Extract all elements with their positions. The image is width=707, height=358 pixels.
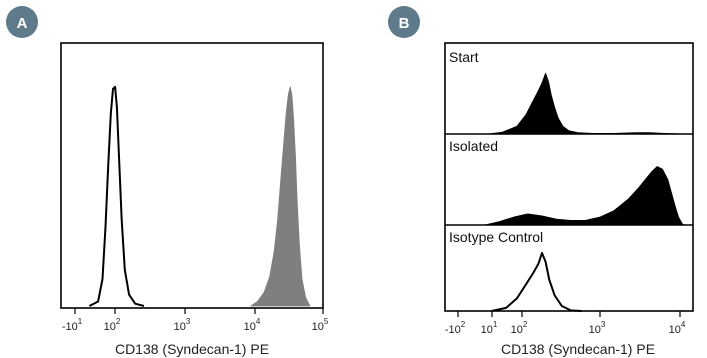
panel-a-x-axis: -101 102 103 104 105 xyxy=(62,308,329,333)
panel-b-x-tick-label-0: -102 xyxy=(445,320,466,336)
panel-b-badge-circle xyxy=(388,6,420,38)
panel-a-badge-circle xyxy=(6,6,38,38)
panel-a-series-group xyxy=(88,85,311,307)
panel-b-histogram-isotype-control xyxy=(491,252,582,312)
panel-a-x-tick-label-0: -101 xyxy=(62,317,83,333)
panel-b-x-tick-label-2: 102 xyxy=(511,320,528,336)
panel-a-x-tick-label-1: 102 xyxy=(104,317,121,333)
panel-a-x-tick-label-3: 104 xyxy=(244,317,261,333)
panel-b-x-axis: -102 101 102 103 104 xyxy=(445,311,686,336)
panel-a-histogram-outline xyxy=(88,85,145,307)
panel-b-subpanel-label-0: Start xyxy=(449,49,479,65)
panel-b-x-axis-title: CD138 (Syndecan-1) PE xyxy=(501,341,655,357)
panel-b-x-tick-label-4: 104 xyxy=(669,320,686,336)
panel-b-subpanel-label-2: Isotype Control xyxy=(449,229,543,245)
panel-b-label: B xyxy=(399,15,410,32)
panel-b-histogram-isolated xyxy=(484,166,685,226)
panel-a-histogram-filled xyxy=(250,86,311,307)
panel-a-plot-frame xyxy=(60,42,324,309)
panel-b-histogram-start xyxy=(487,72,687,135)
panel-b-badge: B xyxy=(388,6,420,38)
panel-a-label: A xyxy=(17,15,28,32)
panel-a-x-axis-title: CD138 (Syndecan-1) PE xyxy=(115,341,269,357)
panel-b-subpanel-label-1: Isolated xyxy=(449,138,498,154)
panel-b-x-tick-label-1: 101 xyxy=(481,320,498,336)
panel-b-subpanel-labels: Start Isolated Isotype Control xyxy=(449,49,543,245)
panel-b-series-group xyxy=(484,72,687,312)
panel-a-badge: A xyxy=(6,6,38,38)
panel-b-plot-frame xyxy=(444,42,694,312)
panel-b-x-tick-label-3: 103 xyxy=(589,320,606,336)
panel-a-x-tick-label-2: 103 xyxy=(174,317,191,333)
panel-a-x-tick-label-4: 105 xyxy=(312,317,329,333)
